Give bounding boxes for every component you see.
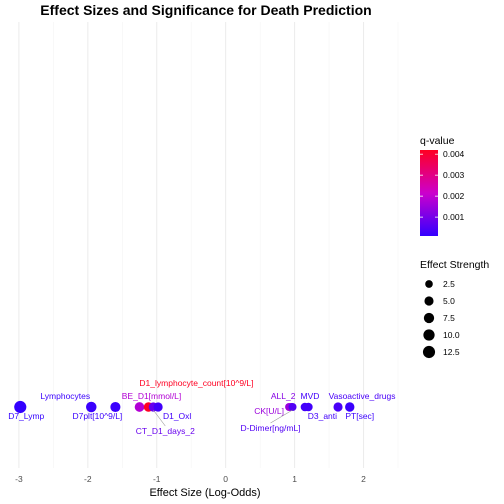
point-label: ALL_2 [271, 391, 296, 401]
point-label: D1_Oxl [163, 411, 191, 421]
data-point [153, 402, 163, 412]
point-label: D3_anti [308, 411, 337, 421]
x-tick-label: 0 [223, 474, 228, 484]
q-value-legend-label: 0.001 [443, 212, 465, 222]
effect-strength-legend-label: 5.0 [443, 296, 455, 306]
point-label: D1_lymphocyte_count[10^9/L] [139, 378, 253, 388]
point-label: D7_Lymp [8, 411, 44, 421]
data-point [345, 402, 355, 412]
data-point [333, 402, 343, 412]
x-tick-label: 2 [361, 474, 366, 484]
x-tick-label: -1 [153, 474, 161, 484]
point-label: D-Dimer[ng/mL] [241, 423, 301, 433]
effect-strength-legend-label: 7.5 [443, 313, 455, 323]
x-axis-title: Effect Size (Log-Odds) [149, 487, 260, 499]
data-points [14, 400, 355, 414]
point-label: BE_D1[mmol/L] [122, 391, 182, 401]
effect-strength-legend-dot [423, 312, 435, 324]
x-tick-label: 1 [292, 474, 297, 484]
data-point [304, 402, 313, 412]
q-value-legend-label: 0.003 [443, 170, 465, 180]
x-axis-ticks: -3 -2 -1 0 1 2 [15, 474, 366, 484]
x-tick-label: -2 [84, 474, 92, 484]
effect-strength-legend-label: 10.0 [443, 330, 460, 340]
data-point [86, 401, 97, 413]
label-leader-line [153, 409, 166, 427]
effect-strength-legend-label: 12.5 [443, 347, 460, 357]
x-tick-label: -3 [15, 474, 23, 484]
effect-strength-legend-dot [422, 345, 436, 359]
point-label: CK[U/L] [254, 406, 284, 416]
effect-strength-legend-dot [424, 296, 434, 306]
q-value-legend-title: q-value [420, 135, 455, 147]
data-point [288, 403, 297, 411]
effect-strength-legend-title: Effect Strength [420, 259, 489, 271]
point-label: PT[sec] [345, 411, 374, 421]
point-labels: D7_Lymp Lymphocytes D7plt[10^9/L]BE_D1[mmo… [8, 378, 395, 436]
effect-strength-legend-label: 2.5 [443, 279, 455, 289]
label-leader-line [270, 409, 293, 424]
point-label: Vasoactive_drugs [329, 391, 396, 401]
chart-title: Effect Sizes and Significance for Death … [40, 2, 371, 18]
q-value-colorbar [420, 150, 438, 236]
q-value-legend-ticks: 0.001 0.002 0.003 0.004 [420, 149, 465, 222]
q-value-legend: q-value 0.001 0.002 0.003 0.004 [420, 135, 465, 236]
q-value-legend-label: 0.002 [443, 191, 465, 201]
effect-strength-legend: Effect Strength 2.5 5.0 7.5 10.0 12.5 [420, 259, 489, 359]
data-point [134, 402, 145, 412]
point-label: Lymphocytes [40, 391, 90, 401]
grid [18, 22, 399, 468]
data-point [110, 401, 121, 413]
point-label: MVD [301, 391, 320, 401]
point-label: D7plt[10^9/L] [72, 411, 122, 421]
effect-strength-legend-dot [423, 329, 435, 341]
effect-strength-legend-dot [425, 280, 433, 288]
q-value-legend-label: 0.004 [443, 149, 465, 159]
effect-strength-legend-items: 2.5 5.0 7.5 10.0 12.5 [422, 279, 460, 359]
data-point [14, 400, 27, 414]
point-label: CT_D1_days_2 [136, 426, 195, 436]
